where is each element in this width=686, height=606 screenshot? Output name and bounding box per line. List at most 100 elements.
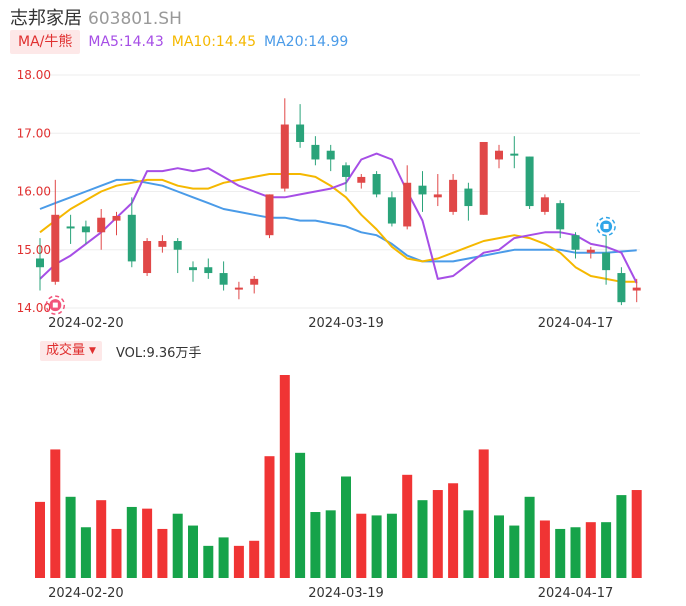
volume-bars (35, 375, 642, 578)
candle (433, 174, 442, 207)
volume-bar (172, 513, 183, 578)
candle (127, 197, 136, 268)
candle (173, 238, 182, 274)
candle-body (540, 197, 549, 212)
candle (250, 275, 259, 294)
marker-ring (596, 216, 616, 237)
x-tick-label: 2024-03-19 (308, 586, 384, 601)
candlesticks (36, 98, 641, 306)
ma-indicator-button[interactable]: MA/牛熊 (10, 30, 81, 54)
candle-body (433, 194, 442, 198)
volume-bar (157, 528, 168, 578)
volume-bar (249, 540, 260, 578)
volume-bar (310, 512, 321, 578)
candle (296, 104, 305, 148)
signal-markers (45, 216, 616, 315)
candle (479, 141, 488, 215)
volume-bar (539, 520, 550, 578)
candle-body (265, 194, 274, 236)
x-tick-label: 2024-04-17 (538, 316, 614, 331)
candle (632, 278, 641, 303)
y-tick-label: 15.00 (17, 243, 51, 257)
volume-bar (142, 508, 153, 578)
candle-body (449, 179, 458, 212)
candle-body (418, 185, 427, 195)
candle-body (127, 214, 136, 262)
x-tick-label: 2024-02-20 (48, 586, 124, 601)
candle-body (403, 182, 412, 227)
candle-body (342, 165, 350, 177)
candle (540, 194, 549, 215)
candle-body (219, 273, 228, 285)
x-tick-label: 2024-04-17 (538, 586, 614, 601)
buy-signal-icon[interactable] (596, 216, 616, 237)
volume-bar (218, 537, 229, 578)
price-axis: 18.00 17.00 16.00 15.00 14.00 (17, 68, 51, 315)
candle (602, 235, 611, 285)
volume-bar (325, 510, 336, 578)
candle-body (250, 278, 259, 285)
volume-bar (448, 483, 459, 578)
candle (81, 220, 90, 244)
candle (66, 214, 75, 244)
candle (143, 238, 152, 276)
candle (495, 144, 503, 169)
candle-body (36, 258, 44, 268)
volume-bar (111, 528, 122, 578)
candle (158, 235, 167, 253)
volume-bar (402, 474, 413, 578)
stock-header: 志邦家居 603801.SH (10, 4, 182, 29)
volume-bar (524, 496, 535, 578)
candle (326, 144, 335, 172)
candle (189, 261, 197, 282)
candle-body (372, 174, 381, 195)
volume-bar (631, 490, 642, 578)
candle-body (234, 287, 243, 290)
volume-bar (80, 527, 91, 578)
candle (556, 200, 565, 239)
volume-indicator-button[interactable]: 成交量 ▼ (40, 341, 102, 361)
candle-body (387, 197, 396, 224)
volume-bar (432, 490, 443, 578)
candle-body (66, 226, 75, 229)
volume-bar (264, 456, 275, 578)
candle (418, 171, 427, 212)
volume-bar (50, 449, 61, 578)
volume-button-label: 成交量 (46, 343, 86, 358)
price-gridlines (40, 74, 640, 309)
volume-bar (478, 449, 489, 578)
candle-body (173, 241, 182, 250)
volume-bar (279, 375, 290, 578)
volume-bar (585, 522, 596, 578)
volume-bar (371, 515, 382, 578)
x-tick-label: 2024-02-20 (48, 316, 124, 331)
candle-body (189, 267, 197, 271)
candle (204, 258, 213, 279)
x-tick-label: 2024-03-19 (308, 316, 384, 331)
candle (112, 211, 121, 236)
candle (510, 136, 519, 169)
ma5-label: MA5:14.43 (88, 34, 164, 50)
candle (97, 208, 106, 250)
candle (280, 98, 289, 192)
candle (525, 156, 534, 209)
marker-ring (45, 295, 66, 315)
volume-bar (188, 525, 198, 578)
y-tick-label: 17.00 (17, 126, 51, 140)
y-tick-label: 14.00 (17, 301, 51, 315)
volume-bar (417, 500, 428, 578)
volume-date-axis: 2024-02-20 2024-03-19 2024-04-17 (48, 586, 613, 601)
candle-body (158, 241, 167, 247)
candle-body (357, 176, 366, 183)
volume-bar (341, 476, 351, 578)
ma5-line (39, 152, 638, 284)
volume-bar (126, 506, 137, 578)
candle (51, 179, 60, 285)
sell-signal-icon[interactable] (45, 295, 66, 315)
candle (234, 281, 243, 300)
candle-body (204, 267, 213, 274)
candle (372, 171, 381, 198)
volume-bar (463, 510, 474, 578)
volume-bar (509, 525, 520, 578)
